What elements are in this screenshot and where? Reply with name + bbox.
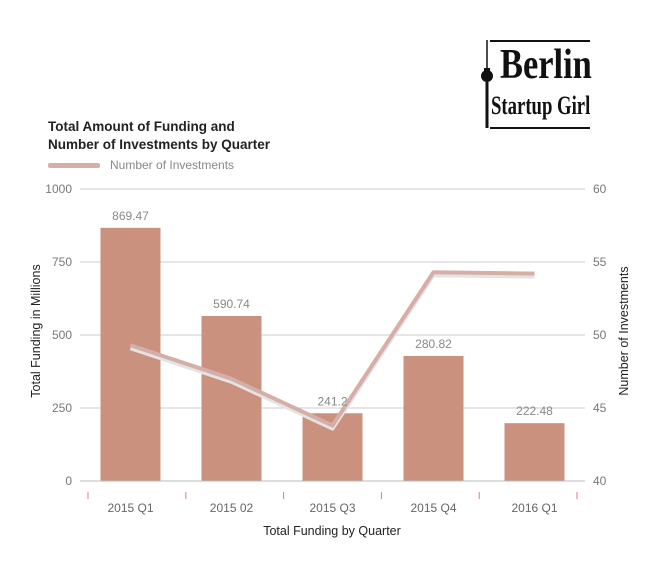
- bars: [100, 227, 565, 481]
- chart-title: Total Amount of Funding and Number of In…: [48, 118, 328, 154]
- x-tick-label: 2015 Q4: [410, 501, 456, 515]
- logo-top-rule: [490, 40, 590, 42]
- bar: [504, 423, 565, 481]
- bar: [403, 356, 464, 481]
- berlin-startup-girl-logo: Berlin Startup Girl: [480, 38, 592, 130]
- logo-startup-girl-text: Startup Girl: [491, 91, 591, 120]
- chart-title-line-1: Total Amount of Funding and: [48, 119, 235, 134]
- axes: 0 250 500 750 1000 40 45 50 55 60 2015 Q1 2015 02 20…: [29, 182, 631, 538]
- y2-tick-label: 50: [593, 328, 607, 342]
- bar: [201, 316, 262, 481]
- investments-line: [129, 270, 535, 428]
- bar-data-label: 869.47: [112, 209, 149, 223]
- gridlines: [80, 188, 585, 409]
- y-tick-label: 500: [52, 328, 72, 342]
- y-tick-label: 0: [65, 474, 72, 488]
- chart-title-line-2: Number of Investments by Quarter: [48, 137, 271, 152]
- bar-data-label: 241.2: [317, 394, 347, 408]
- y-axis-title: Total Funding in Millions: [29, 264, 43, 397]
- x-tick-label: 2015 Q3: [309, 501, 355, 515]
- legend-swatch-investments: [48, 162, 100, 168]
- y-tick-label: 750: [52, 255, 72, 269]
- y2-tick-label: 55: [593, 255, 607, 269]
- y2-tick-label: 60: [593, 182, 607, 196]
- y-tick-label: 250: [52, 401, 72, 415]
- legend-label-investments: Number of Investments: [110, 158, 235, 172]
- x-tick-label: 2015 Q1: [107, 501, 153, 515]
- chart-legend: Number of Investments: [48, 156, 234, 174]
- x-tick-label: 2016 Q1: [511, 501, 557, 515]
- logo-berlin-text: Berlin: [500, 42, 592, 88]
- y2-tick-label: 40: [593, 474, 607, 488]
- y2-axis-title: Number of Investments: [617, 266, 631, 395]
- y2-tick-label: 45: [593, 401, 607, 415]
- tv-tower-icon: [481, 40, 493, 128]
- bar-data-label: 590.74: [213, 297, 250, 311]
- y-tick-label: 1000: [45, 182, 72, 196]
- investments-line-shadow: [129, 273, 535, 431]
- investments-line-series: [129, 270, 535, 431]
- bar-data-label: 280.82: [415, 337, 452, 351]
- x-axis-title: Total Funding by Quarter: [263, 524, 401, 538]
- logo-bottom-rule: [490, 127, 590, 129]
- data-labels: 869.47 590.74 241.2 280.82 222.48: [112, 209, 553, 418]
- x-tick-label: 2015 02: [210, 501, 254, 515]
- bar-data-label: 222.48: [516, 404, 553, 418]
